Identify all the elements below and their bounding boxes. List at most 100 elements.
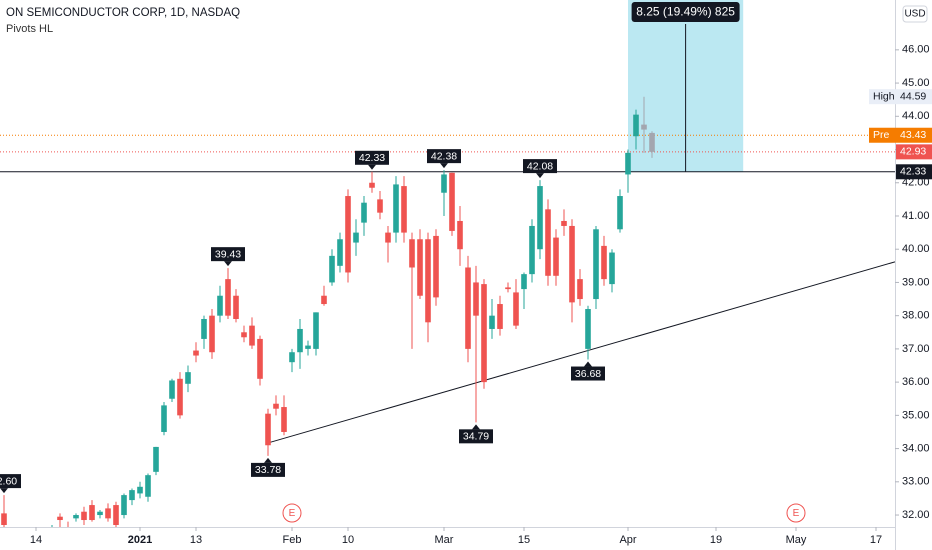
candle-body (1, 513, 7, 526)
candle-body (577, 279, 583, 300)
candle-body (505, 287, 511, 290)
earnings-marker (786, 503, 806, 523)
y-tick-label: 36.00 (902, 376, 930, 388)
x-tick-label: 14 (30, 534, 42, 546)
y-tick-label: 42.00 (902, 177, 930, 189)
x-tick-label: May (786, 534, 807, 546)
candle-body (585, 309, 591, 349)
candle-body (241, 332, 247, 338)
candle-body (137, 486, 143, 494)
candle-body (337, 239, 343, 266)
candle-body (489, 315, 495, 329)
candle-body (617, 196, 623, 230)
y-tick-label: 33.00 (902, 476, 930, 488)
position-label: 8.25 (19.49%) 825 (636, 5, 735, 19)
currency-box[interactable] (902, 5, 928, 23)
pre-tag-prefix: Pre (873, 129, 890, 141)
x-tick-label: 15 (518, 534, 530, 546)
x-tick-label: Feb (283, 534, 302, 546)
candle-body (633, 114, 639, 137)
candle-body (521, 274, 527, 290)
pivot-label: 42.33 (359, 152, 385, 164)
x-tick-label: Mar (435, 534, 454, 546)
pivot-label-box (355, 150, 389, 165)
candle-body (473, 282, 479, 316)
y-tick-label: 37.00 (902, 343, 930, 355)
candle-body (497, 304, 503, 329)
candle-body (121, 495, 127, 516)
y-tick-label: 40.00 (902, 243, 930, 255)
y-tick-label: 39.00 (902, 276, 930, 288)
candle-body (377, 199, 383, 213)
candle-body (297, 328, 303, 353)
candle-body (273, 403, 279, 409)
pivot-pointer (0, 488, 8, 494)
candle-body (97, 511, 103, 516)
candle-body (329, 255, 335, 283)
pivot-label: 32.60 (0, 475, 17, 487)
candle-body (441, 174, 447, 193)
candle-body (321, 295, 327, 305)
pivot-label: 42.08 (527, 160, 553, 172)
pivot-label: 39.43 (215, 248, 241, 260)
pivot-label: 36.68 (575, 368, 601, 380)
trendline (267, 261, 895, 444)
candle-body (641, 124, 647, 130)
candle-body (393, 184, 399, 233)
x-tick-label: 13 (190, 534, 202, 546)
candle-body (481, 284, 487, 383)
candle-body (401, 186, 407, 233)
candle-body (89, 505, 95, 521)
earnings-marker (282, 503, 302, 523)
candle-body (545, 209, 551, 276)
candle-body (73, 515, 79, 519)
candle-body (313, 312, 319, 349)
pivot-label-box (251, 462, 285, 477)
pivot-pointer (472, 424, 480, 430)
last-price-tag-box (896, 144, 932, 160)
candle-body (105, 508, 111, 519)
candle-body (513, 292, 519, 326)
chart-title: ON SEMICONDUCTOR CORP, 1D, NASDAQ (6, 7, 240, 19)
pivot-pointer (368, 164, 376, 170)
high-tag-prefix: High (873, 90, 895, 102)
x-tick-label: Apr (619, 534, 636, 546)
candle-body (57, 516, 63, 521)
earnings-label: E (793, 508, 800, 519)
candle-body (361, 202, 367, 223)
candle-body (601, 245, 607, 280)
candle-body (113, 505, 119, 526)
high-tag-box (869, 89, 932, 105)
candle-body (433, 235, 439, 298)
candle-body (257, 338, 263, 379)
pivot-label-box (427, 149, 461, 164)
candle-body (353, 232, 359, 243)
candle-body (81, 511, 87, 521)
pivot-label-box (0, 474, 21, 489)
pivot-pointer (584, 361, 592, 367)
pivot-label: 33.78 (255, 464, 281, 476)
candle-body (537, 186, 543, 250)
indicator-name: Pivots HL (6, 23, 53, 35)
candle-body (49, 532, 55, 535)
candle-body (225, 279, 231, 316)
level-tag-value: 42.33 (900, 166, 926, 178)
position-label-box (631, 2, 740, 22)
candle-body (193, 350, 199, 356)
candle-body (425, 239, 431, 323)
pivot-label: 42.38 (431, 150, 457, 162)
candle-body (209, 315, 215, 353)
candle-body (409, 239, 415, 268)
currency[interactable]: USD (904, 9, 925, 20)
candle-body (305, 345, 311, 349)
candle-body (185, 372, 191, 384)
y-tick-label: 34.00 (902, 442, 930, 454)
y-tick-label: 32.00 (902, 509, 930, 521)
pivot-label-box (571, 366, 605, 381)
pre-tag-box (869, 127, 932, 143)
level-tag-box (896, 164, 932, 180)
candle-body (201, 318, 207, 339)
candle-body (385, 232, 391, 243)
candle-body (449, 172, 455, 231)
y-tick-label: 45.00 (902, 77, 930, 89)
